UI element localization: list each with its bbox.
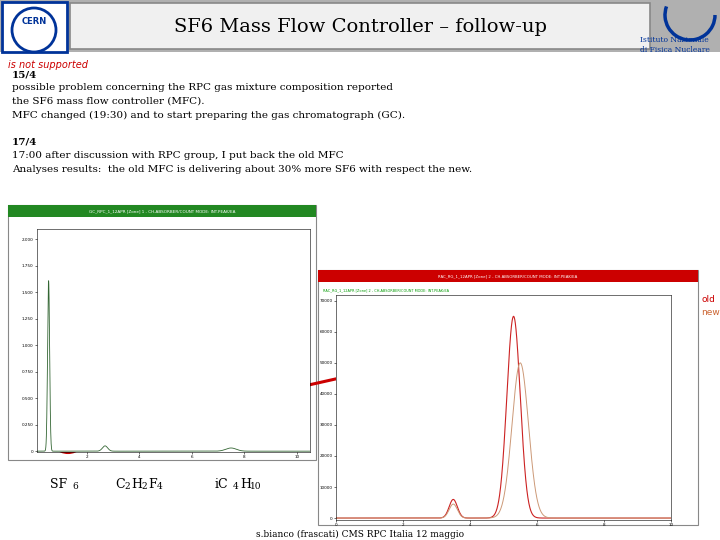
Text: 2: 2 <box>141 482 147 491</box>
Bar <box>318 270 698 525</box>
Text: the SF6 mass flow controller (MFC).: the SF6 mass flow controller (MFC). <box>12 97 204 106</box>
Text: GC_RPC_1_12APR [Zone] 1 - CH-ABSORBER/COUNT MODE: INT.PEAK/EA: GC_RPC_1_12APR [Zone] 1 - CH-ABSORBER/CO… <box>89 209 235 213</box>
Text: 17/4: 17/4 <box>12 138 37 146</box>
Text: Istituto Nazionale: Istituto Nazionale <box>640 36 708 44</box>
Text: Analyses results:  the old MFC is delivering about 30% more SF6 with respect the: Analyses results: the old MFC is deliver… <box>12 165 472 173</box>
Text: old: old <box>701 295 715 304</box>
Text: 10: 10 <box>250 482 261 491</box>
Text: possible problem concerning the RPC gas mixture composition reported: possible problem concerning the RPC gas … <box>12 84 393 92</box>
Bar <box>8 205 316 460</box>
Text: 4: 4 <box>233 482 239 491</box>
Text: di Fisica Nucleare: di Fisica Nucleare <box>640 46 710 54</box>
Bar <box>318 270 698 282</box>
Text: 4: 4 <box>157 482 163 491</box>
Text: CERN: CERN <box>22 17 47 26</box>
Text: SF6 Mass Flow Controller – follow-up: SF6 Mass Flow Controller – follow-up <box>174 18 546 36</box>
Text: H: H <box>240 478 251 491</box>
Text: new: new <box>701 308 720 317</box>
Bar <box>70 3 650 49</box>
Text: 6: 6 <box>72 482 78 491</box>
Text: RAC_RG_1_12APR [Zone] 2 - CH-ABSORBER/COUNT MODE: INT.PEAK/EA: RAC_RG_1_12APR [Zone] 2 - CH-ABSORBER/CO… <box>323 288 449 292</box>
Bar <box>2 2 67 52</box>
Text: is not supported: is not supported <box>8 60 88 70</box>
Text: H: H <box>131 478 142 491</box>
Bar <box>0 0 720 52</box>
Bar <box>8 205 316 217</box>
Text: MFC changed (19:30) and to start preparing the gas chromatograph (GC).: MFC changed (19:30) and to start prepari… <box>12 111 405 120</box>
Text: 2: 2 <box>124 482 130 491</box>
Text: C: C <box>115 478 125 491</box>
Text: 15/4: 15/4 <box>12 70 37 79</box>
Text: RAC_RG_1_12APR [Zone] 2 - CH-ABSORBER/COUNT MODE: INT.PEAK/EA: RAC_RG_1_12APR [Zone] 2 - CH-ABSORBER/CO… <box>438 274 577 278</box>
FancyArrowPatch shape <box>89 359 414 434</box>
Text: F: F <box>148 478 157 491</box>
Text: s.bianco (frascati) CMS RPC Italia 12 maggio: s.bianco (frascati) CMS RPC Italia 12 ma… <box>256 530 464 539</box>
Text: SF: SF <box>50 478 67 491</box>
Text: iC: iC <box>215 478 229 491</box>
Text: 17:00 after discussion with RPC group, I put back the old MFC: 17:00 after discussion with RPC group, I… <box>12 151 343 160</box>
